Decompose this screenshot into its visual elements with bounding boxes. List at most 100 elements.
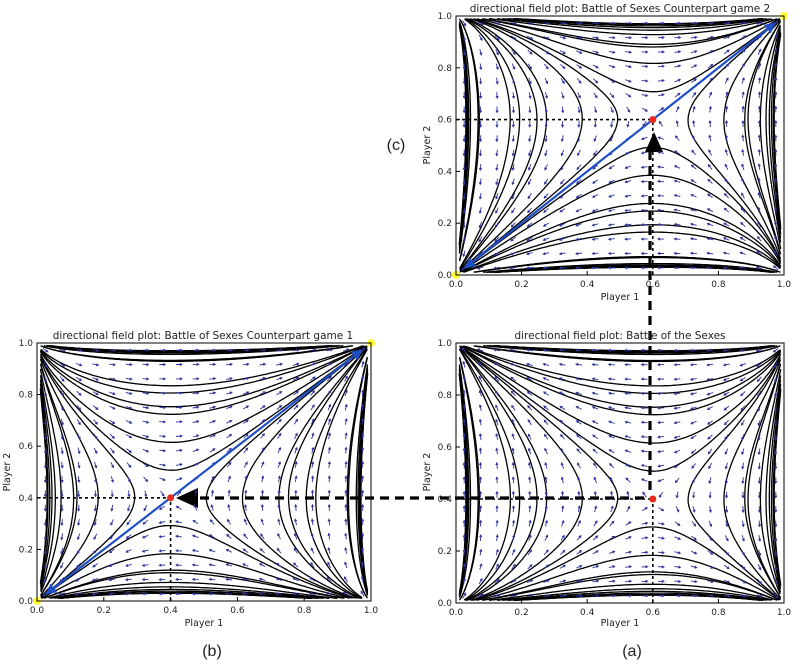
field-arrow — [478, 389, 483, 397]
quiver-a — [461, 347, 779, 599]
field-arrow — [723, 405, 730, 411]
streamline — [482, 573, 778, 601]
field-arrow — [757, 134, 761, 142]
field-arrow — [722, 348, 730, 352]
field-arrow — [462, 360, 466, 368]
field-arrow — [707, 535, 713, 542]
field-arrow — [607, 237, 615, 241]
field-arrow — [93, 490, 98, 498]
field-arrow — [479, 519, 483, 527]
field-arrow — [673, 237, 681, 241]
field-arrow — [259, 362, 267, 366]
field-arrow — [77, 461, 81, 469]
field-arrow — [690, 35, 698, 39]
field-arrow — [525, 348, 533, 352]
field-arrow — [143, 504, 148, 512]
field-arrow — [689, 363, 697, 367]
field-arrow — [674, 579, 682, 584]
field-arrow — [292, 362, 300, 366]
field-arrow — [227, 518, 231, 525]
field-arrow — [60, 461, 64, 469]
field-arrow — [640, 478, 648, 482]
field-arrow — [142, 519, 149, 525]
field-arrow — [625, 65, 632, 69]
field-arrow — [689, 222, 697, 226]
field-arrow — [577, 490, 581, 498]
field-arrow — [592, 594, 600, 598]
field-arrow — [706, 377, 714, 381]
field-arrow — [141, 534, 149, 539]
field-arrow — [624, 435, 632, 439]
field-arrow — [276, 391, 283, 396]
field-arrow — [344, 561, 348, 569]
field-arrow — [690, 64, 698, 69]
field-arrow — [493, 362, 500, 367]
field-arrow — [641, 507, 649, 512]
field-arrow — [92, 405, 99, 410]
field-arrow — [192, 519, 199, 525]
field-arrow — [640, 406, 648, 410]
field-arrow — [208, 577, 216, 581]
field-arrow — [757, 477, 761, 485]
field-arrow — [543, 549, 549, 556]
field-arrow — [756, 362, 763, 367]
streamline — [473, 526, 780, 601]
field-arrow — [495, 418, 499, 426]
field-arrow — [625, 579, 633, 583]
field-arrow — [142, 420, 150, 424]
field-arrow — [758, 549, 762, 557]
field-arrow — [689, 251, 697, 255]
field-arrow — [624, 251, 632, 256]
field-arrow — [624, 348, 632, 352]
field-arrow — [495, 135, 499, 143]
field-arrow — [361, 360, 365, 368]
field-arrow — [528, 461, 532, 469]
field-arrow — [576, 78, 582, 84]
field-arrow — [674, 50, 682, 54]
field-arrow — [293, 418, 299, 425]
field-arrow — [110, 519, 114, 526]
field-arrow — [526, 377, 533, 381]
field-arrow — [657, 377, 665, 381]
field-arrow — [723, 49, 730, 55]
field-arrow — [640, 180, 648, 184]
field-arrow — [209, 391, 217, 395]
field-arrow — [657, 392, 665, 396]
field-arrow — [75, 376, 83, 382]
field-arrow — [725, 520, 729, 528]
field-arrow — [495, 63, 499, 71]
field-arrow — [624, 449, 632, 453]
field-arrow — [560, 549, 566, 555]
field-arrow — [691, 134, 696, 142]
x-tick-label: 1.0 — [364, 606, 379, 616]
streamline — [497, 588, 771, 601]
field-arrow — [495, 534, 499, 542]
field-arrow — [593, 462, 598, 469]
equilibrium-point — [167, 494, 175, 502]
field-arrow — [559, 579, 567, 583]
field-arrow — [774, 404, 778, 412]
streamline — [481, 571, 777, 601]
streamline — [459, 345, 781, 472]
x-tick-label: 1.0 — [777, 280, 792, 290]
panel-c: directional field plot: Battle of Sexes … — [387, 3, 792, 303]
x-axis-label-c: Player 1 — [601, 292, 640, 303]
field-arrow — [495, 149, 499, 157]
field-arrow — [592, 64, 599, 69]
field-arrow — [77, 504, 81, 512]
field-arrow — [495, 433, 499, 440]
streamline — [747, 364, 782, 598]
field-arrow — [344, 503, 348, 511]
field-arrow — [757, 48, 762, 55]
field-arrow — [708, 119, 712, 127]
field-arrow — [757, 390, 762, 398]
y-tick-label: 0.0 — [438, 599, 453, 609]
field-arrow — [158, 578, 166, 582]
field-arrow — [294, 518, 298, 526]
y-tick-label: 0.0 — [19, 597, 34, 607]
field-arrow — [175, 549, 182, 553]
field-arrow — [740, 564, 746, 570]
field-arrow — [708, 91, 713, 99]
field-arrow — [757, 491, 761, 499]
field-arrow — [462, 250, 466, 258]
